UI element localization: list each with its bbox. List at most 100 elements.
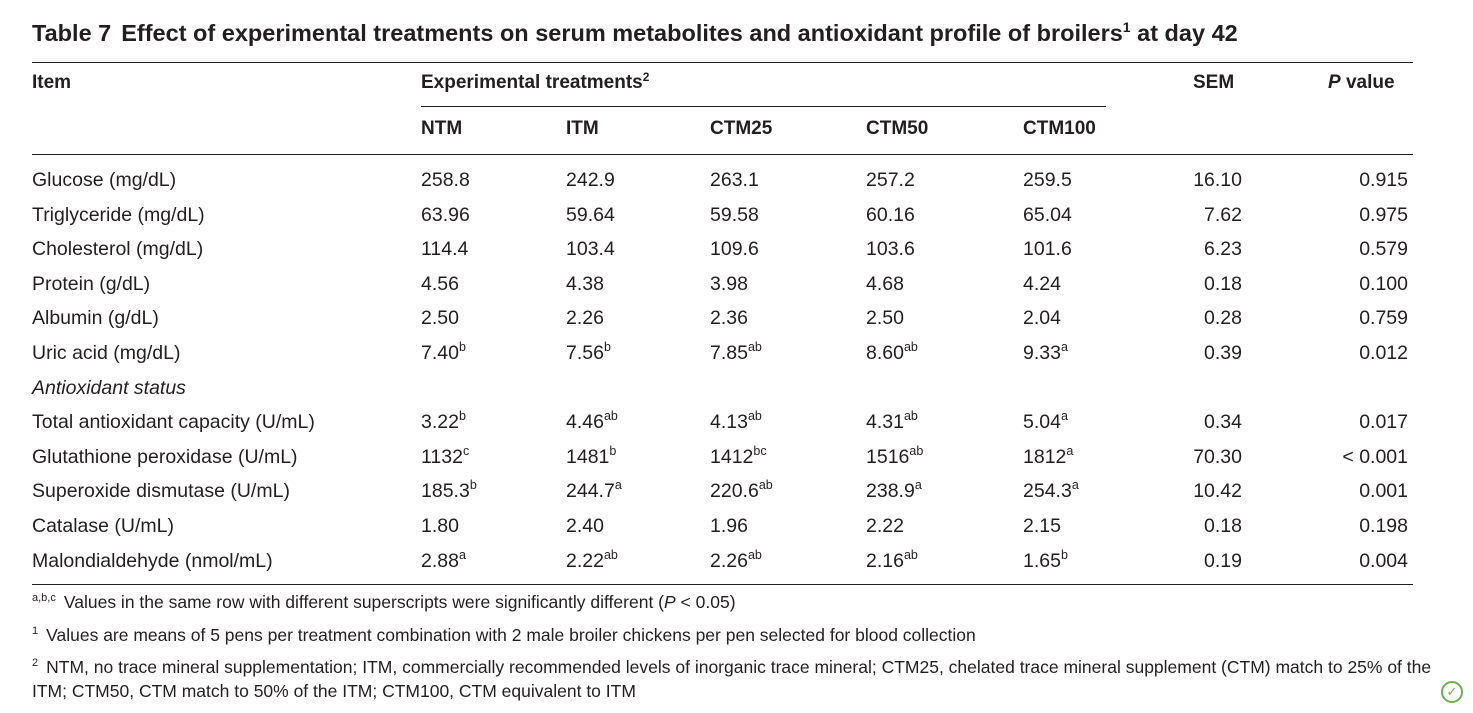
header-p-italic: P <box>1328 72 1341 93</box>
value-cell: 4.46ab <box>566 405 618 439</box>
significance-superscript: ab <box>909 443 924 458</box>
value-cell: 2.22 <box>866 509 904 543</box>
column-header-ctm50: CTM50 <box>866 118 929 139</box>
column-header-ctm25: CTM25 <box>710 118 773 139</box>
value-cell: 4.24 <box>1023 267 1061 301</box>
footnote: a,b,c Values in the same row with differe… <box>32 590 1432 614</box>
significance-superscript: ab <box>747 340 762 354</box>
column-header-ntm: NTM <box>421 118 463 139</box>
value-cell: 4.68 <box>866 267 904 301</box>
sem-cell: 6.23 <box>1204 238 1242 261</box>
header-group-label: Experimental treatments <box>421 72 643 93</box>
table-title-footnote-marker: 1 <box>1122 19 1131 35</box>
sem-cell: 16.10 <box>1193 169 1242 191</box>
value-cell: 1812a <box>1023 440 1073 474</box>
value-cell: 103.4 <box>566 232 615 266</box>
value-number: 1516 <box>866 445 910 468</box>
value-number: 8.60 <box>866 342 904 364</box>
value-number: 2.22 <box>566 549 604 572</box>
row-label: Triglyceride (mg/dL) <box>32 203 205 226</box>
table-row: Superoxide dismutase (U/mL) 185.3b 244.7a 2… <box>0 474 1473 508</box>
value-number: 60.16 <box>866 203 915 226</box>
badge-glyph: ✓ <box>1446 684 1458 699</box>
table-row: Total antioxidant capacity (U/mL) 3.22b 4.… <box>0 405 1473 439</box>
value-cell: 4.13ab <box>710 405 762 439</box>
significance-superscript: a <box>1060 409 1068 424</box>
value-number: 103.6 <box>866 238 915 261</box>
value-cell: 7.85ab <box>710 336 762 370</box>
value-cell: 2.15 <box>1023 509 1061 543</box>
significance-superscript: ab <box>758 478 773 493</box>
p-value-cell: 0.975 <box>1359 203 1408 226</box>
table-row: Triglyceride (mg/dL) 63.96 59.64 59.58 60.16… <box>0 198 1473 232</box>
value-number: 2.26 <box>566 307 604 330</box>
value-number: 1412 <box>710 445 754 468</box>
table-row: Glucose (mg/dL) 258.8 242.9 263.1 257.2 259.5… <box>0 163 1473 197</box>
sem-cell: 0.34 <box>1204 411 1242 434</box>
significance-superscript: b <box>1060 547 1068 562</box>
table-title: Table 7 Effect of experimental treatments… <box>32 20 1238 47</box>
value-number: 4.68 <box>866 272 904 295</box>
p-value-cell: 0.100 <box>1359 272 1408 295</box>
value-number: 1481 <box>566 445 610 468</box>
value-number: 7.56 <box>566 342 604 364</box>
value-number: 101.6 <box>1023 238 1072 261</box>
p-value-cell: 0.915 <box>1359 169 1408 191</box>
value-number: 2.88 <box>421 549 459 572</box>
value-cell: 263.1 <box>710 163 759 197</box>
value-cell: 103.6 <box>866 232 915 266</box>
footnote-text: NTM, no trace mineral supplementation; I… <box>32 657 1432 701</box>
row-label: Protein (g/dL) <box>32 272 151 295</box>
value-cell: 7.40b <box>421 336 466 370</box>
value-cell: 59.64 <box>566 198 615 232</box>
p-value-cell: 0.004 <box>1359 549 1408 572</box>
significance-superscript: a <box>614 478 622 493</box>
value-number: 242.9 <box>566 169 615 191</box>
value-cell: 5.04a <box>1023 405 1068 439</box>
table-row: Catalase (U/mL) 1.80 2.40 1.96 2.22 2.15 0.18 0… <box>0 509 1473 543</box>
value-number: 2.16 <box>866 549 904 572</box>
header-group-footnote-marker: 2 <box>642 70 650 84</box>
value-number: 185.3 <box>421 480 470 503</box>
value-number: 220.6 <box>710 480 759 503</box>
value-number: 259.5 <box>1023 169 1072 191</box>
value-cell: 2.22ab <box>566 544 618 578</box>
p-value-cell: 0.012 <box>1359 342 1408 364</box>
footnote-marker: 2 <box>32 657 39 669</box>
value-number: 59.64 <box>566 203 615 226</box>
value-number: 257.2 <box>866 169 915 191</box>
row-label: Glutathione peroxidase (U/mL) <box>32 445 298 468</box>
section-row: Antioxidant status <box>0 371 1473 405</box>
footnote-text: Values are means of 5 pens per treatment… <box>46 625 976 645</box>
header-p-rest: value <box>1340 72 1395 93</box>
table-title-tail: at day 42 <box>1130 20 1238 46</box>
table-row: Glutathione peroxidase (U/mL) 1132c 1481b 1… <box>0 440 1473 474</box>
value-number: 258.8 <box>421 169 470 191</box>
significance-superscript: b <box>469 478 477 493</box>
p-value-cell: 0.017 <box>1359 411 1408 434</box>
value-cell: 1516ab <box>866 440 923 474</box>
value-number: 254.3 <box>1023 480 1072 503</box>
section-label: Antioxidant status <box>32 376 186 399</box>
value-number: 244.7 <box>566 480 615 503</box>
table-title-text: Effect of experimental treatments on ser… <box>121 20 1123 46</box>
value-number: 114.4 <box>421 238 469 261</box>
value-cell: 2.50 <box>866 301 904 335</box>
value-cell: 4.38 <box>566 267 604 301</box>
value-number: 2.15 <box>1023 515 1061 537</box>
value-number: 4.46 <box>566 411 604 434</box>
value-cell: 3.98 <box>710 267 748 301</box>
value-number: 1812 <box>1023 445 1067 468</box>
value-cell: 4.31ab <box>866 405 918 439</box>
value-number: 4.13 <box>710 411 748 434</box>
p-value-cell: 0.198 <box>1359 515 1408 537</box>
value-cell: 220.6ab <box>710 474 773 508</box>
significance-superscript: a <box>914 478 922 493</box>
column-header-ctm100: CTM100 <box>1023 118 1096 139</box>
significance-superscript: a <box>1066 443 1074 458</box>
sem-cell: 0.19 <box>1204 549 1242 572</box>
header-item: Item <box>32 72 72 93</box>
value-cell: 2.40 <box>566 509 604 543</box>
value-number: 9.33 <box>1023 342 1061 364</box>
row-label: Catalase (U/mL) <box>32 515 174 537</box>
